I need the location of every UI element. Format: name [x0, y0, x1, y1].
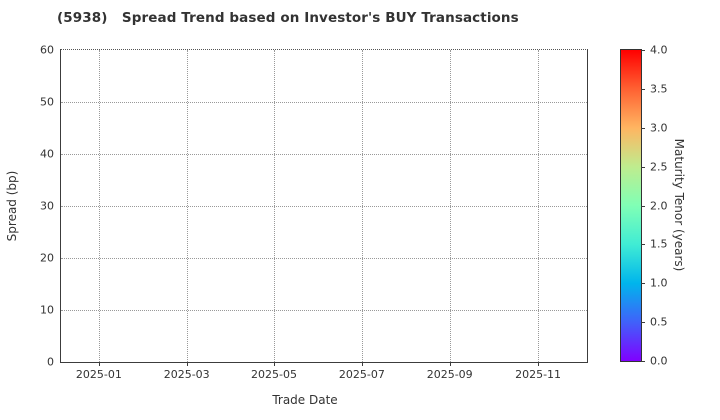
colorbar-tick-mark	[641, 50, 645, 51]
y-axis-label: Spread (bp)	[5, 170, 19, 242]
y-tick-label: 40	[40, 147, 54, 161]
x-gridline	[538, 50, 540, 362]
x-tick-label: 2025-11	[515, 368, 562, 381]
colorbar-tick-mark	[641, 244, 645, 246]
y-gridline	[61, 310, 587, 311]
plot-area: 0 10 20 30 40 50 60 2025-01 2025-03 2025-05 2025-0…	[40, 44, 588, 381]
y-gridline	[61, 258, 587, 259]
x-tick-label: 2025-07	[338, 368, 385, 381]
y-tick-label: 30	[40, 199, 54, 213]
y-tick-label: 20	[40, 251, 54, 265]
x-tick-mark	[538, 362, 540, 366]
x-tick-label: 2025-01	[75, 368, 122, 381]
colorbar-tick-mark	[641, 283, 645, 285]
x-tick-label: 2025-03	[163, 368, 210, 381]
chart-title: (5938) Spread Trend based on Investor's …	[57, 10, 519, 26]
x-tick-mark	[361, 362, 363, 366]
colorbar-tick-label: 1.5	[650, 237, 668, 251]
x-tick-mark	[274, 362, 276, 366]
colorbar-tick-label: 1.0	[650, 276, 668, 290]
x-tick-mark	[98, 362, 100, 366]
x-tick-mark	[449, 362, 451, 366]
x-gridline	[98, 50, 100, 362]
colorbar-tick-mark	[641, 205, 645, 207]
colorbar-tick-label: 2.5	[650, 160, 668, 174]
x-tick-label: 2025-05	[251, 368, 297, 381]
colorbar-tick-label: 2.0	[650, 199, 668, 212]
colorbar-tick-mark	[641, 88, 645, 90]
colorbar-tick-label: 4.0	[650, 43, 668, 57]
x-gridline	[186, 50, 188, 362]
x-gridline	[361, 50, 363, 362]
y-tick-label: 60	[40, 43, 54, 57]
colorbar-tick-label: 0.0	[650, 354, 668, 368]
x-tick-label: 2025-09	[426, 368, 473, 381]
colorbar-label: Maturity Tenor (years)	[672, 138, 686, 272]
colorbar-tick-label: 0.5	[650, 315, 668, 329]
y-gridline	[61, 154, 587, 155]
colorbar-tick-mark	[641, 322, 645, 324]
colorbar-tick-label: 3.5	[650, 82, 668, 96]
colorbar: 0.0 0.5 1.0 1.5 2.0 2.5 3.0 3.5 4.0	[620, 44, 668, 368]
y-gridline	[61, 206, 587, 207]
y-tick-label: 0	[47, 355, 54, 369]
x-tick-mark	[186, 362, 188, 366]
colorbar-tick-mark	[641, 166, 645, 168]
colorbar-tick-label: 3.0	[650, 121, 668, 135]
y-gridline	[61, 102, 587, 103]
x-gridline	[274, 50, 276, 362]
x-axis-label: Trade Date	[272, 393, 338, 407]
colorbar-tick-mark	[641, 361, 645, 362]
x-gridline	[449, 50, 451, 362]
y-tick-label: 50	[40, 95, 54, 109]
y-tick-label: 10	[40, 303, 54, 317]
colorbar-tick-mark	[641, 127, 645, 129]
